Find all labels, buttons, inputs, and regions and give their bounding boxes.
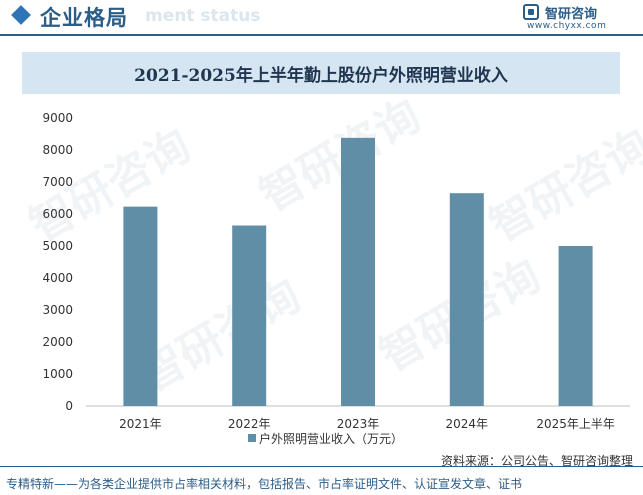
legend-label: 户外照明营业收入（万元）: [259, 431, 403, 446]
y-tick-label: 8000: [42, 143, 73, 157]
y-tick-label: 6000: [42, 207, 73, 221]
chart-title-box: 2021-2025年上半年勤上股份户外照明营业收入: [22, 52, 620, 94]
brand-name: 智研咨询: [545, 7, 598, 22]
footer-divider: [0, 466, 643, 467]
x-tick-label: 2023年: [337, 417, 380, 431]
y-tick-label: 0: [65, 399, 73, 413]
bar-chart: 0 1000 2000 3000 4000 5000 6000 7000 8000 9000 20…: [42, 111, 630, 446]
legend-swatch: [248, 434, 256, 442]
y-tick-label: 9000: [42, 111, 73, 125]
brand-logo: 智研咨询 www.chyxx.com: [523, 2, 633, 32]
brand-url: www.chyxx.com: [527, 21, 607, 31]
y-tick-label: 3000: [42, 303, 73, 317]
brand-logo-icon: [523, 4, 539, 20]
y-tick-label: 2000: [42, 335, 73, 349]
section-title: 企业格局: [40, 6, 128, 30]
x-tick-label: 2025年上半年: [536, 417, 615, 431]
y-tick-label: 1000: [42, 367, 73, 381]
footer-tagline: 专精特新——为各类企业提供市占率相关材料，包括报告、市占率证明文件、认证宣发文章…: [6, 477, 523, 491]
source-note: 资料来源：公司公告、智研咨询整理: [440, 454, 633, 468]
x-tick-label: 2021年: [119, 417, 162, 431]
bar: [558, 246, 593, 406]
x-tick-label: 2022年: [228, 417, 271, 431]
diamond-icon: [11, 5, 31, 25]
section-ghost-text: ment status: [145, 6, 261, 26]
bar: [232, 225, 267, 406]
chart-title: 2021-2025年上半年勤上股份户外照明营业收入: [134, 65, 508, 86]
bar: [449, 193, 484, 406]
header-bar: ment status 企业格局 智研咨询 www.chyxx.com: [0, 0, 643, 36]
bar: [341, 137, 375, 406]
y-tick-label: 5000: [42, 239, 73, 253]
x-tick-label: 2024年: [446, 417, 489, 431]
bar: [123, 206, 158, 406]
y-tick-label: 4000: [42, 271, 73, 285]
y-tick-label: 7000: [42, 175, 73, 189]
